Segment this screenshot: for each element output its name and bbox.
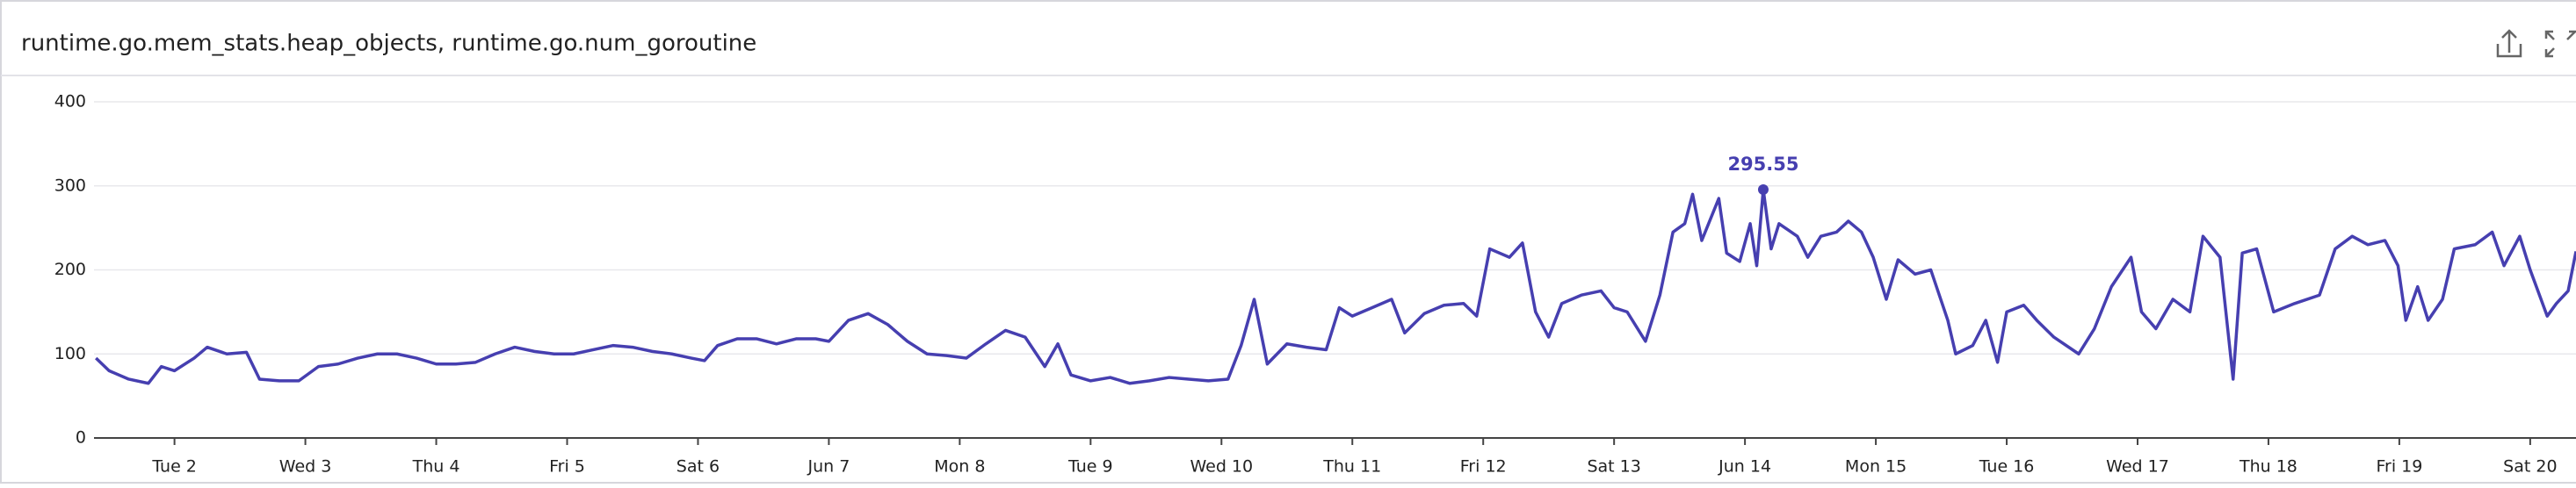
series-line <box>95 188 2576 385</box>
x-tick-label: Mon 8 <box>934 457 985 477</box>
fullscreen-icon[interactable] <box>2544 30 2576 58</box>
x-tick-label: Tue 9 <box>1067 457 1113 477</box>
x-tick-label: Jun 7 <box>807 457 850 477</box>
x-tick-label: Wed 3 <box>279 457 332 477</box>
x-tick-label: Wed 10 <box>1190 457 1253 477</box>
y-tick-label: 0 <box>76 428 86 448</box>
y-tick-label: 200 <box>54 260 86 279</box>
widget-title: runtime.go.mem_stats.heap_objects, runti… <box>21 31 756 57</box>
y-tick-label: 400 <box>54 92 86 111</box>
x-tick-label: Sat 13 <box>1587 457 1640 477</box>
x-tick-label: Tue 16 <box>1979 457 2035 477</box>
x-tick-label: Mon 15 <box>1845 457 1907 477</box>
x-tick-label: Tue 2 <box>151 457 197 477</box>
x-tick-label: Thu 11 <box>1322 457 1381 477</box>
x-tick-label: Jun 14 <box>1718 457 1771 477</box>
x-tick-label: Fri 5 <box>549 457 585 477</box>
peak-marker <box>1757 184 1769 196</box>
export-icon[interactable] <box>2496 29 2522 58</box>
x-tick-label: Thu 4 <box>412 457 460 477</box>
y-tick-label: 100 <box>54 344 86 363</box>
peak-label: 295.55 <box>1727 154 1798 175</box>
x-tick-label: Wed 17 <box>2106 457 2169 477</box>
y-tick-label: 300 <box>54 176 86 195</box>
x-tick-label: Fri 12 <box>1460 457 1507 477</box>
x-tick-label: Fri 19 <box>2376 457 2422 477</box>
x-tick-label: Thu 18 <box>2239 457 2297 477</box>
x-tick-label: Sat 20 <box>2503 457 2557 477</box>
x-tick-label: Sat 6 <box>677 457 720 477</box>
plot: 0 100 200 300 400 Tue 2 Wed 3 Thu 4 Fri 5 Sat 6 Ju… <box>54 92 2576 477</box>
